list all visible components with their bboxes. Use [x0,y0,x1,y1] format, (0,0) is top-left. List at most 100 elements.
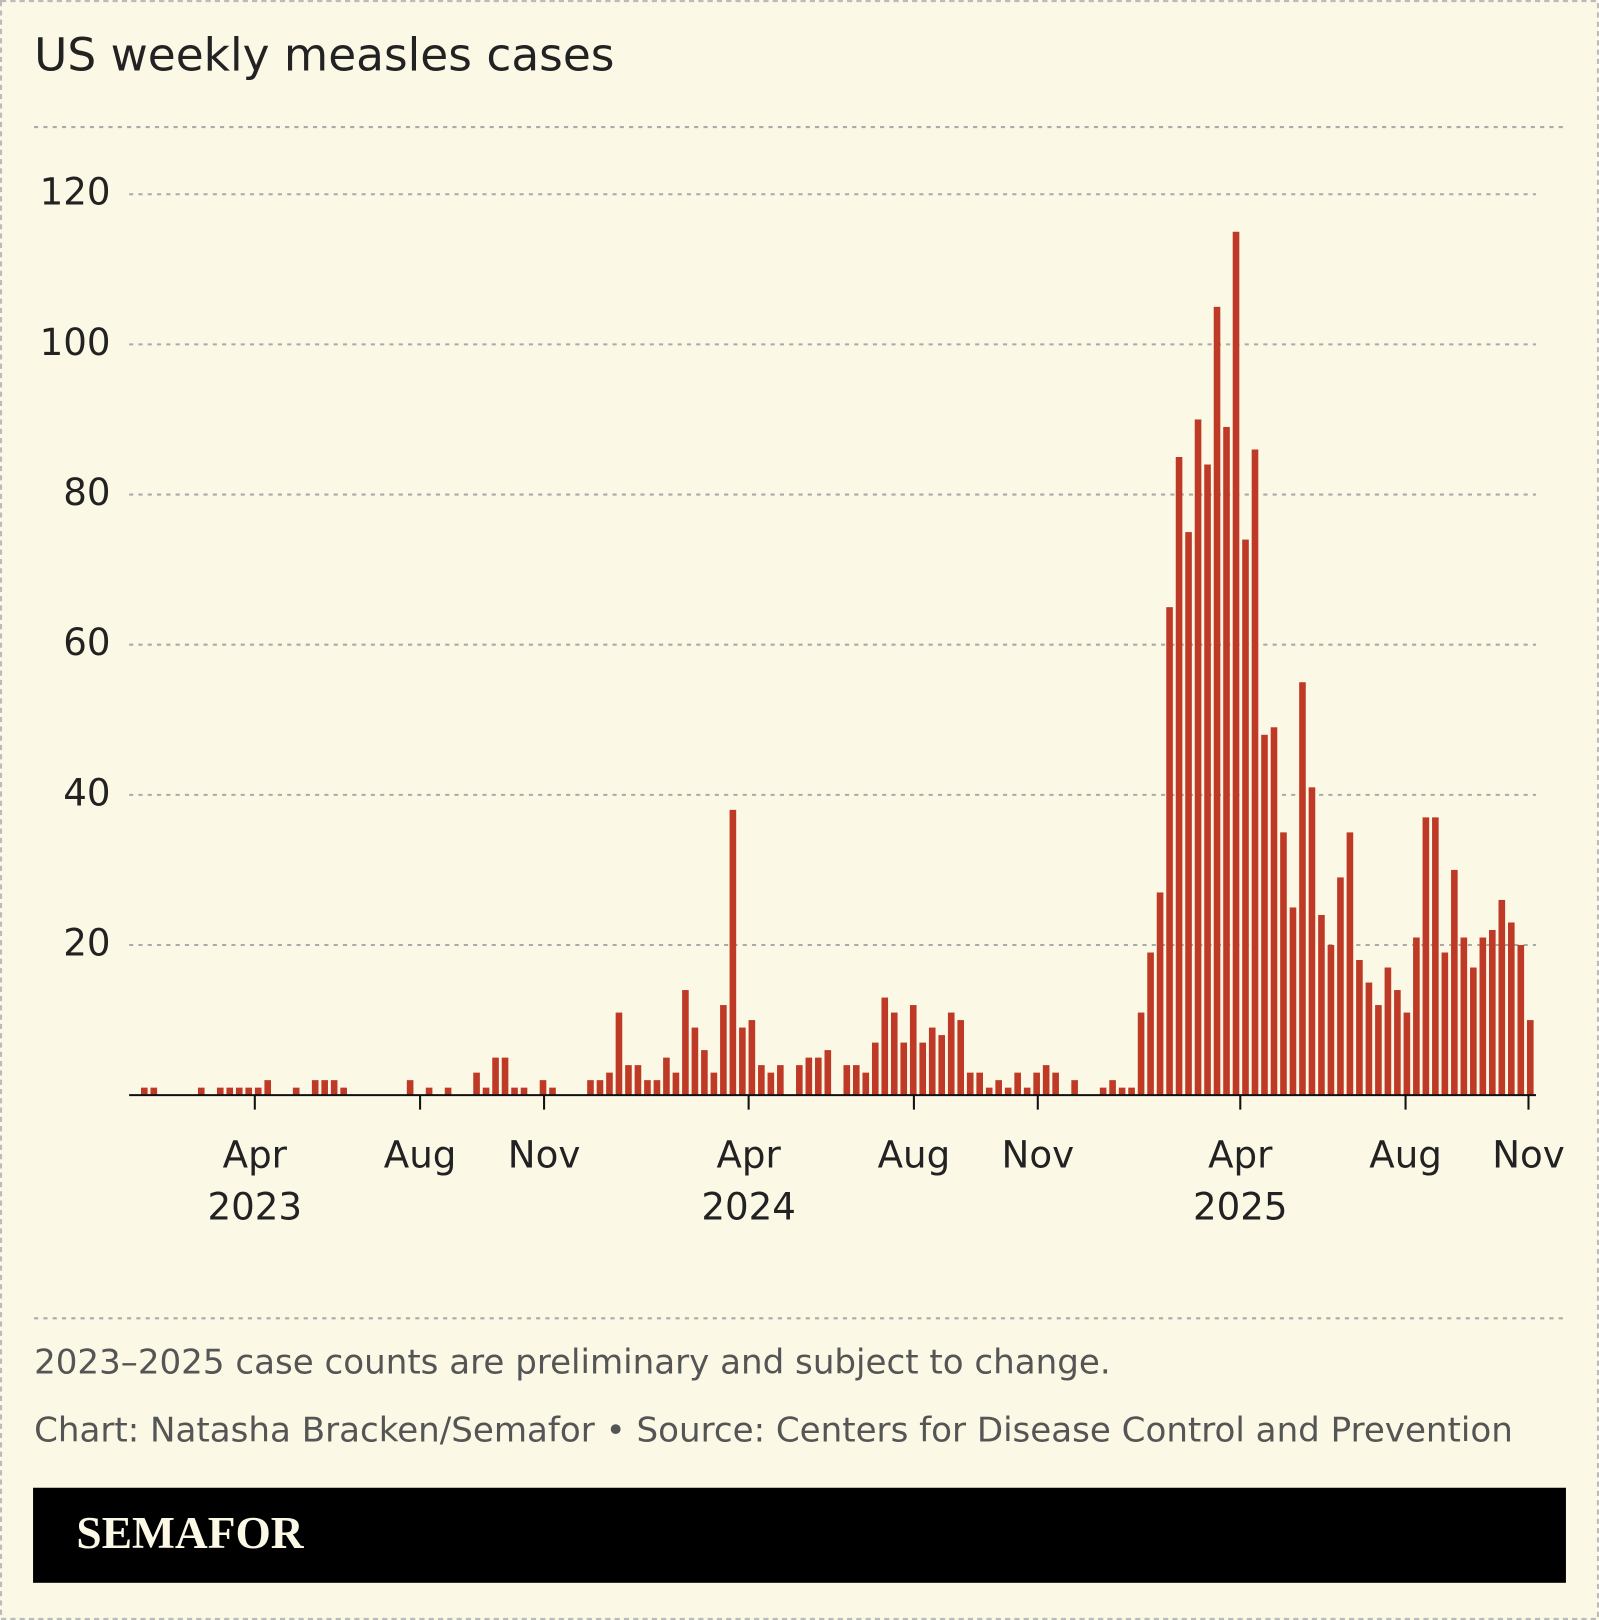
bar [672,1072,680,1096]
x-tick-label: Apr [1208,1133,1273,1177]
y-tick-label: 60 [63,620,110,664]
bar [995,1080,1002,1096]
bar [1508,922,1515,1096]
bar [710,1072,718,1096]
bar [1071,1080,1078,1096]
bar [444,1087,452,1096]
bar [1137,1012,1145,1096]
bar [634,1065,642,1096]
bar [881,997,889,1096]
bar [1337,877,1344,1096]
bar [1223,426,1230,1096]
y-tick-label: 100 [40,320,111,364]
bar [862,1072,870,1096]
bar [1204,464,1211,1096]
bar [321,1080,328,1096]
bar [1052,1072,1059,1096]
bar [644,1080,651,1096]
x-tick-label: Aug [878,1133,951,1177]
bar [1346,832,1354,1096]
y-tick-label: 80 [63,470,110,514]
bar [226,1087,234,1096]
bar [928,1027,936,1096]
bar [482,1087,490,1096]
plot: 20 40 60 80 100 120 Apr Aug Nov Apr Aug Nov Apr Aug No… [40,170,1565,1229]
bar [1384,967,1392,1096]
bar [739,1027,746,1096]
bar [1033,1072,1040,1096]
bar [701,1050,708,1096]
bar [815,1057,822,1096]
bar [1422,817,1430,1096]
bar [691,1027,699,1096]
x-tick-label: Nov [508,1133,581,1177]
bar [1479,937,1487,1096]
bar [216,1087,224,1096]
bar [1470,967,1477,1096]
bar [1185,532,1192,1096]
bar [1489,929,1496,1096]
bar [406,1080,414,1096]
x-tick-label: Aug [1369,1133,1442,1177]
x-year-label: 2025 [1193,1184,1288,1228]
bar [682,990,689,1096]
bar [340,1087,347,1096]
bar [1375,1005,1382,1096]
bar [197,1087,205,1096]
bar [539,1080,547,1096]
x-year-label: 2024 [701,1184,796,1228]
x-tick-label: Nov [1492,1133,1565,1177]
bar [1299,682,1306,1096]
x-year-label: 2023 [208,1184,303,1228]
bar [1004,1087,1012,1096]
bar [1413,937,1420,1096]
bar [1270,727,1278,1096]
bar [976,1072,984,1096]
bar [1156,892,1164,1096]
x-tick-label: Aug [384,1133,457,1177]
bar [511,1087,518,1096]
bar [245,1087,253,1096]
note: 2023–2025 case counts are preliminary an… [34,1342,1111,1382]
x-tick-label: Apr [223,1133,288,1177]
bar [767,1072,775,1096]
bar [311,1080,319,1096]
bar [292,1087,300,1096]
bar [1517,945,1525,1096]
bar [758,1065,765,1096]
bar [947,1012,955,1096]
bar [596,1080,604,1096]
bar [254,1087,262,1096]
bar [1318,914,1325,1096]
bar [501,1057,509,1096]
bar [1232,231,1240,1096]
bar [1280,832,1287,1096]
bar [1451,869,1458,1096]
bar [615,1012,623,1096]
bar [1099,1087,1107,1096]
bar [805,1057,813,1096]
bar [1365,982,1373,1096]
brand-bar [33,1487,1566,1583]
x-tick-label: Nov [1002,1133,1075,1177]
bar [492,1057,499,1096]
chart-title: US weekly measles cases [34,28,614,81]
bar [1356,960,1363,1096]
bar [796,1065,803,1096]
bar [1014,1072,1021,1096]
bar [1175,457,1183,1096]
bar [653,1080,661,1096]
bar [919,1042,927,1096]
bar [909,1005,917,1096]
bar [1460,937,1468,1096]
bar [1289,907,1297,1096]
bar [1109,1080,1116,1096]
bar [1498,899,1506,1096]
bar [1242,539,1249,1096]
bar [748,1020,756,1096]
bar [777,1065,784,1096]
bar [141,1087,148,1096]
bar [1526,1020,1534,1096]
